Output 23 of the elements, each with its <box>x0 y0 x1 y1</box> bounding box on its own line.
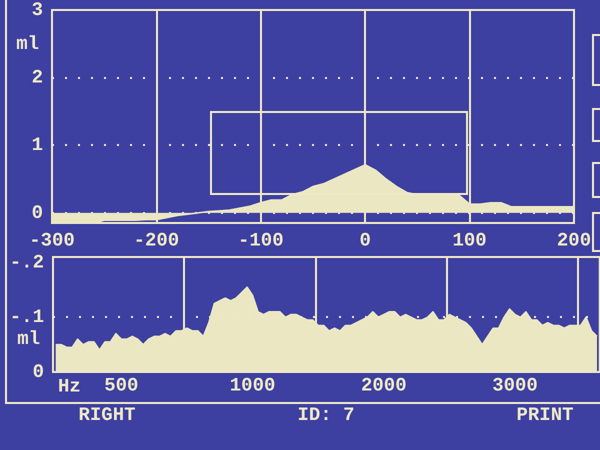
x-tick-label: -100 <box>238 230 284 252</box>
y-tick-label: 0 <box>32 202 43 224</box>
y-axis-title: ml <box>17 328 40 350</box>
text: ID: 7 <box>298 404 355 426</box>
x-tick-label: 0 <box>359 230 371 252</box>
y-tick-label: 2 <box>32 66 43 89</box>
x-tick-label: 200 <box>556 230 592 252</box>
x-tick-label: 500 <box>104 374 138 396</box>
x-axis-title: Hz <box>58 376 81 398</box>
y-tick-label: 3 <box>32 0 43 21</box>
text: PRINT <box>516 404 574 426</box>
x-tick-label: 100 <box>452 230 487 252</box>
x-tick-label: -300 <box>29 230 75 252</box>
x-tick-label: 3000 <box>492 374 538 396</box>
y-tick-label: 0 <box>32 361 44 383</box>
x-tick-label: 2000 <box>360 374 407 396</box>
y-tick-label: 1 <box>32 134 43 156</box>
x-tick-label: 1000 <box>230 374 276 396</box>
x-tick-label: -200 <box>134 230 180 252</box>
y-tick-label: -.1 <box>10 306 44 328</box>
text: RIGHT <box>78 404 136 426</box>
y-axis-title: ml <box>16 32 39 55</box>
y-tick-label: -.2 <box>10 251 44 274</box>
